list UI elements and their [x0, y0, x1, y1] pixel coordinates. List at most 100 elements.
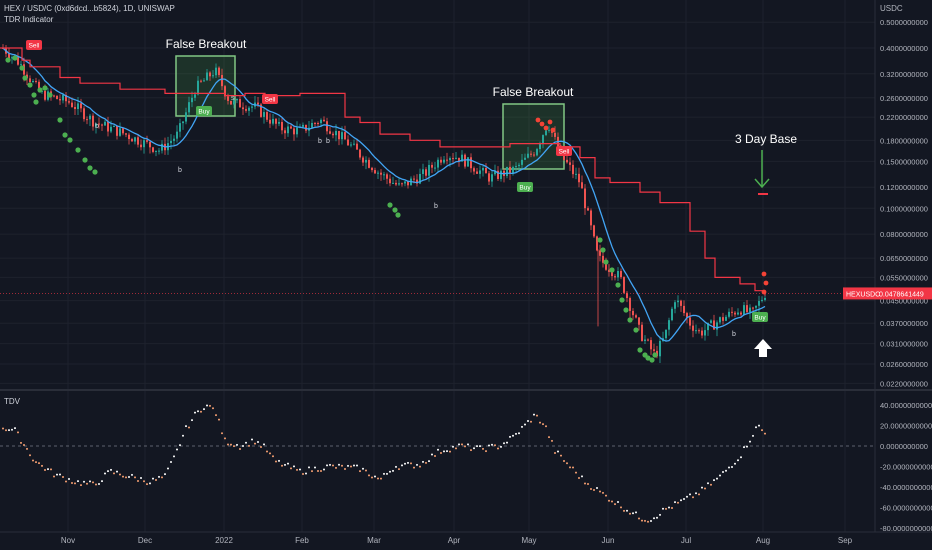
candle-body [239, 99, 241, 108]
green-signal-dot [645, 355, 651, 361]
tdv-point [344, 467, 346, 470]
candle-body [437, 159, 439, 168]
tdv-point [647, 520, 649, 523]
tdv-point [749, 440, 751, 443]
candle-body [725, 316, 727, 321]
tdv-point [584, 482, 586, 485]
sell-tag-text: Sell [265, 97, 276, 104]
tdv-point [473, 447, 475, 450]
tdv-point [368, 474, 370, 477]
tdv-point [209, 404, 211, 407]
tdv-point [539, 421, 541, 424]
tdv-point [341, 464, 343, 467]
candle-body [293, 128, 295, 135]
tdv-point [161, 476, 163, 479]
tdv-point [329, 463, 331, 466]
candle-body [647, 339, 649, 341]
candle-body [728, 311, 730, 317]
candle-body [296, 127, 298, 135]
tdv-point [146, 483, 148, 486]
candle-body [335, 130, 337, 136]
candle-body [530, 153, 532, 155]
tdv-point [242, 444, 244, 447]
candle-body [680, 300, 682, 306]
green-signal-dot [62, 132, 68, 138]
candle-body [644, 339, 646, 341]
tdv-point [35, 461, 37, 464]
time-axis: Nov Dec 2022 Feb Mar Apr May Jun Jul Aug Sep [61, 536, 853, 545]
candle-body [320, 119, 322, 124]
candle-body [698, 330, 700, 332]
candle-body [230, 100, 232, 105]
candle-body [677, 300, 679, 303]
candle-body [488, 173, 490, 182]
tdv-point [455, 447, 457, 450]
tdv-point [686, 495, 688, 498]
tdv-point [569, 466, 571, 469]
candle-body [506, 166, 508, 177]
tdv-point [416, 463, 418, 466]
tdv-point [374, 475, 376, 478]
b-marker: b [732, 331, 736, 338]
tdv-point [710, 483, 712, 486]
candle-body [536, 149, 538, 156]
tdv-point [239, 448, 241, 451]
candle-body [749, 307, 751, 313]
b-marker: b [326, 138, 330, 145]
candle-body [602, 255, 604, 263]
tdv-tick-label: -20.0000000000 [880, 463, 932, 472]
tdv-point [233, 445, 235, 448]
buy-tag-text: Buy [519, 185, 531, 192]
tdv-point [53, 475, 55, 478]
red-signal-dot [763, 280, 769, 286]
tdv-point [350, 465, 352, 468]
tdv-point [26, 447, 28, 450]
tdv-tick-label: 40.0000000000 [880, 401, 932, 410]
candle-body [635, 315, 637, 318]
candle-body [533, 154, 535, 156]
last-price-value: 0.0478641449 [879, 291, 924, 298]
red-signal-dot [761, 271, 767, 277]
candle-body [737, 312, 739, 315]
candle-body [521, 159, 523, 165]
candle-body [668, 320, 670, 330]
price-tick-label: 0.0370000000 [880, 319, 928, 328]
tdv-point [128, 475, 130, 478]
false-breakout-label-2: False Breakout [493, 85, 574, 99]
tdv-point [719, 474, 721, 477]
tdv-point [422, 460, 424, 463]
tdv-point [131, 473, 133, 476]
tdv-point [320, 470, 322, 473]
tdv-point [500, 445, 502, 448]
tdv-point [179, 444, 181, 447]
candle-body [452, 158, 454, 160]
tdv-point [83, 480, 85, 483]
tdv-point [323, 468, 325, 471]
tdv-point [752, 434, 754, 437]
candle-body [389, 178, 391, 184]
candle-body [98, 123, 100, 125]
indicator-name: TDR Indicator [4, 15, 54, 24]
candle-body [692, 325, 694, 331]
candle-body [608, 269, 610, 272]
last-price-tag [843, 287, 932, 300]
tdv-point [98, 483, 100, 486]
candle-body [377, 172, 379, 174]
candle-body [458, 157, 460, 162]
tdv-point [518, 432, 520, 435]
candle-body [650, 340, 652, 350]
tdv-point [371, 476, 373, 479]
b-marker: b [318, 138, 322, 145]
tdv-point [260, 445, 262, 448]
tdv-point [188, 426, 190, 429]
red-signal-dot [539, 121, 545, 127]
candle-body [134, 137, 136, 142]
candle-body [344, 132, 346, 140]
tdv-point [428, 460, 430, 463]
tdv-point [668, 506, 670, 509]
tdv-point [674, 501, 676, 504]
candle-body [539, 143, 541, 150]
candle-body [323, 119, 325, 122]
tdv-point [554, 451, 556, 454]
tdv-point [17, 431, 19, 434]
